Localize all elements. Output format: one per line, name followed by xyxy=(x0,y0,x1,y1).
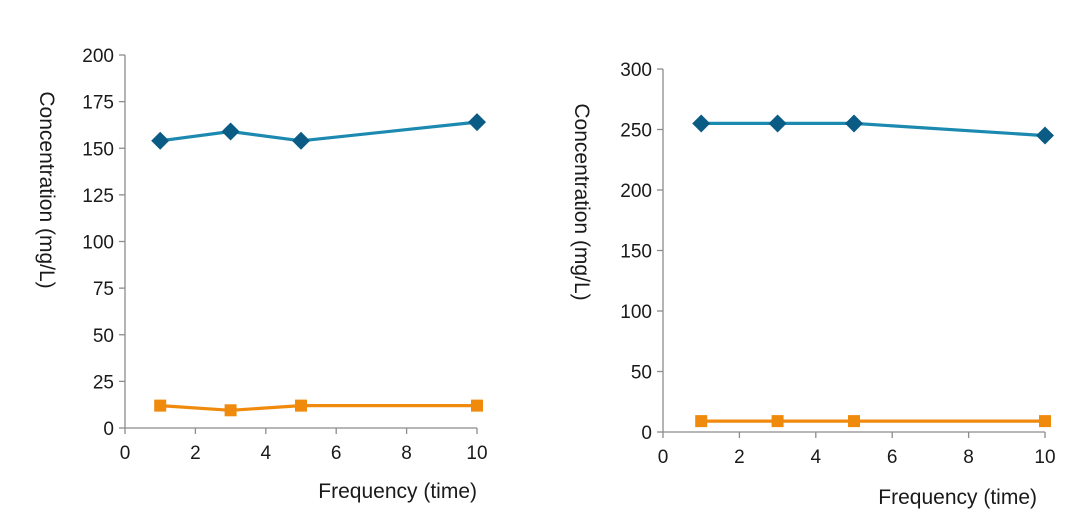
chart-1-y-tick-label: 100 xyxy=(620,302,652,323)
chart-0-x-tick-label: 2 xyxy=(190,443,201,464)
chart-0-x-tick-label: 0 xyxy=(120,443,131,464)
chart-0-y-tick-label: 50 xyxy=(93,326,114,347)
chart-1-x-tick-label: 8 xyxy=(963,447,974,468)
chart-1-series-0-line xyxy=(701,121,1046,138)
chart-1-x-tick-label: 10 xyxy=(1034,447,1055,468)
chart-1-series-0-point-2 xyxy=(845,114,863,133)
chart-0-y-tick-label: 200 xyxy=(82,46,114,67)
chart-1-series-1-point-0 xyxy=(695,415,708,428)
chart-1-series-1-point-3 xyxy=(1039,415,1051,428)
chart-0-y-tick-label: 150 xyxy=(82,139,114,160)
chart-0-series-1-point-2 xyxy=(295,399,307,412)
chart-1-x-tick-label: 0 xyxy=(658,447,669,468)
chart-right: 0 50 100 150 200 250 300 0 2 4 6 8 10 Frequency (time… xyxy=(570,60,1056,509)
chart-0-y-tick-label: 75 xyxy=(93,279,114,300)
chart-0-x-tick-label: 8 xyxy=(401,443,412,464)
chart-0-series-1-point-3 xyxy=(471,399,483,412)
chart-0-x-tick-label: 6 xyxy=(331,443,342,464)
chart-0-y-tick-label: 25 xyxy=(93,372,114,393)
chart-0-x-axis-title: Frequency (time) xyxy=(318,480,477,503)
chart-1-x-axis-title: Frequency (time) xyxy=(878,486,1037,509)
chart-1-y-tick-label: 150 xyxy=(620,242,652,263)
chart-0-y-tick-label: 125 xyxy=(82,186,114,207)
chart-0-series-0-point-1 xyxy=(221,122,240,141)
chart-1-x-tick-label: 2 xyxy=(734,447,745,468)
chart-1-y-axis-title: Concentration (mg/L) xyxy=(570,103,593,300)
chart-1-y-tick-label: 250 xyxy=(620,121,652,142)
chart-1-series-0-point-1 xyxy=(768,114,787,133)
chart-0-x-tick-label: 4 xyxy=(261,443,272,464)
chart-0-series-0-line xyxy=(159,120,478,143)
chart-0-series-0-point-3 xyxy=(468,113,486,132)
chart-1-series-1-point-2 xyxy=(848,415,860,428)
chart-1-y-tick-label: 300 xyxy=(620,60,652,81)
chart-1-y-tick-label: 200 xyxy=(620,181,652,202)
chart-left: 0 25 50 75 100 125 150 175 200 0 2 4 6 8 10 Frequency (… xyxy=(35,46,488,503)
chart-0-y-tick-label: 100 xyxy=(82,233,114,254)
chart-0-series-1-point-1 xyxy=(224,404,237,417)
chart-0-y-tick-label: 175 xyxy=(82,93,114,114)
chart-0-x-tick-label: 10 xyxy=(466,443,487,464)
chart-0-y-tick-label: 0 xyxy=(103,419,114,440)
chart-1-series-0-point-0 xyxy=(692,114,711,133)
chart-0-series-0-point-0 xyxy=(151,131,170,150)
chart-0-series-0-point-2 xyxy=(292,131,310,150)
chart-0-series-1-point-0 xyxy=(154,399,167,412)
chart-0-series-1-line xyxy=(160,404,477,412)
chart-1-series-1-point-1 xyxy=(771,415,784,428)
chart-1-x-tick-label: 6 xyxy=(887,447,898,468)
chart-1-x-tick-label: 4 xyxy=(811,447,822,468)
chart-0-y-axis-title: Concentration (mg/L) xyxy=(35,91,58,288)
chart-1-y-tick-label: 50 xyxy=(631,363,652,384)
chart-1-y-tick-label: 0 xyxy=(641,423,652,444)
chart-1-series-0-point-3 xyxy=(1036,126,1054,145)
